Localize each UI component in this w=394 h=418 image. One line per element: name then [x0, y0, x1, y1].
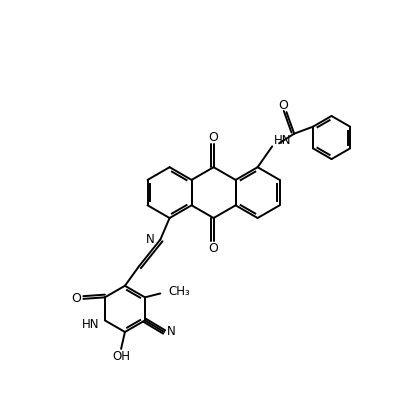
Text: CH₃: CH₃: [168, 285, 190, 298]
Text: N: N: [167, 326, 175, 339]
Text: O: O: [209, 131, 219, 144]
Text: OH: OH: [112, 350, 130, 363]
Text: HN: HN: [274, 134, 291, 147]
Text: O: O: [71, 292, 82, 306]
Text: N: N: [145, 233, 154, 246]
Text: O: O: [279, 99, 288, 112]
Text: O: O: [209, 242, 219, 255]
Text: HN: HN: [82, 318, 100, 331]
